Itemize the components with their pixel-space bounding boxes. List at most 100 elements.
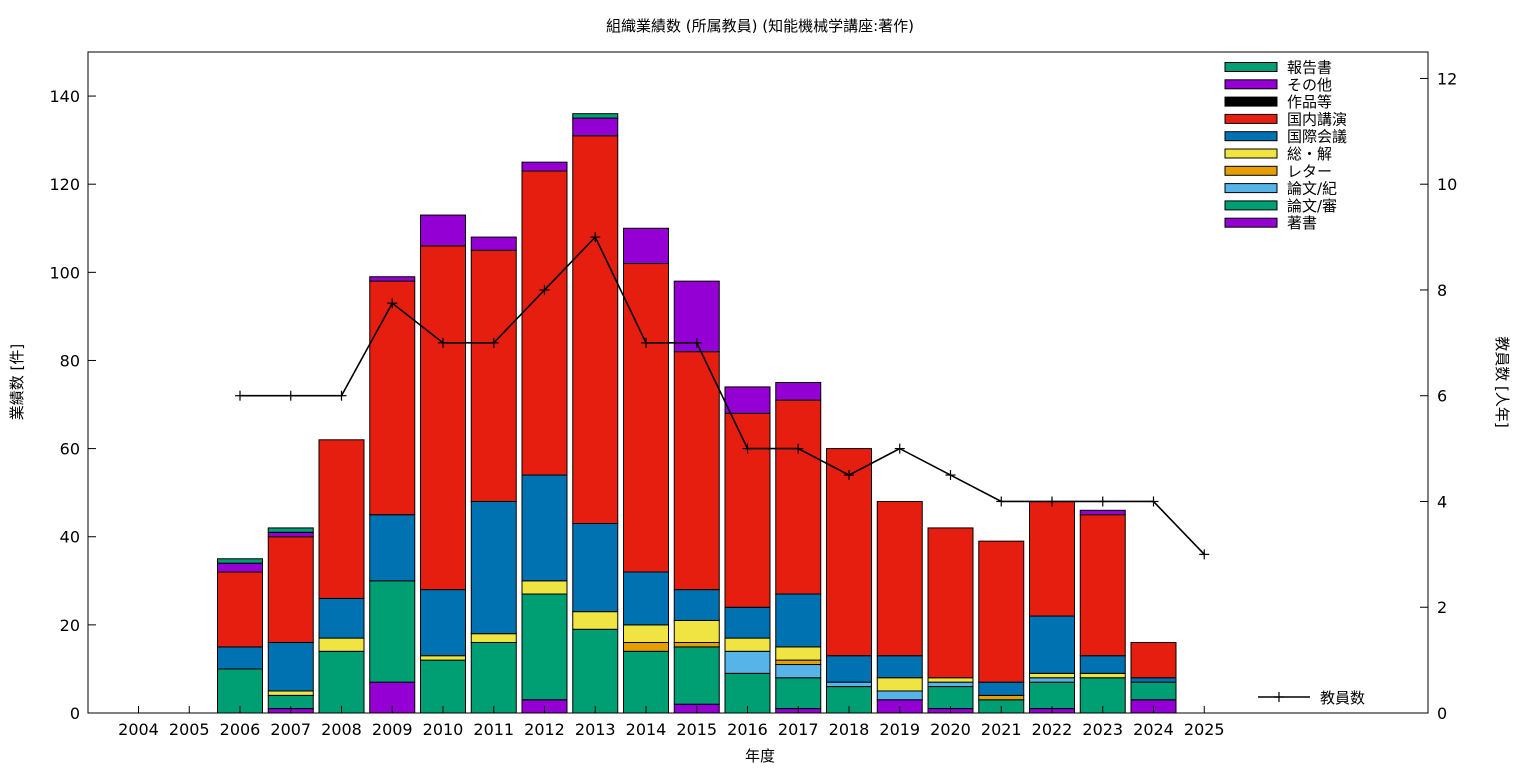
bar-2024-論文-審	[1130, 681, 1177, 701]
x-tick-label-2005: 2005	[169, 720, 210, 739]
faculty-point-2019	[894, 443, 905, 454]
y2-tick-label-10: 10	[1437, 175, 1457, 194]
bar-2006-その他	[217, 562, 263, 573]
bar-2015-国内講演	[673, 351, 720, 591]
bar-2024-国際会議	[1130, 677, 1177, 683]
bar-2023-総-解	[1079, 672, 1126, 679]
x-tick-label-2015: 2015	[676, 720, 717, 739]
legend-item-レター: レター	[1224, 162, 1332, 180]
axes-layer: 0 20 40 60 80 100 120 140 0 2 4 6 8 10 12 2004 2005 2006 2…	[49, 69, 1457, 739]
bar-2017-国内講演	[775, 399, 822, 595]
bar-2023-国際会議	[1079, 655, 1126, 674]
bar-2009-論文-審	[369, 580, 416, 683]
bar-2018-国際会議	[826, 655, 872, 683]
y-tick-label-80: 80	[60, 351, 80, 370]
faculty-point-2025	[1199, 549, 1210, 560]
legend-swatch-論文-紀	[1224, 183, 1278, 194]
x-tick-label-2010: 2010	[423, 720, 464, 739]
bar-2013-総-解	[572, 611, 619, 630]
bar-2011-国際会議	[470, 500, 517, 635]
bar-2020-論文-紀	[927, 681, 974, 688]
faculty-point-2009	[387, 298, 398, 309]
legend-label-作品等: 作品等	[1287, 93, 1332, 111]
bar-2008-総-解	[318, 637, 365, 652]
bar-2017-論文-紀	[775, 664, 822, 679]
legend-label-報告書: 報告書	[1287, 59, 1332, 77]
y-tick-label-0: 0	[70, 704, 80, 723]
faculty-point-2006	[235, 390, 245, 401]
bar-2022-国内講演	[1029, 500, 1075, 617]
bar-2023-国内講演	[1079, 514, 1126, 657]
faculty-point-2024	[1148, 496, 1159, 507]
bar-2015-総-解	[673, 619, 720, 643]
bar-2009-国内講演	[369, 280, 416, 516]
y2-tick-label-2: 2	[1437, 598, 1447, 617]
x-tick-label-2004: 2004	[118, 720, 159, 739]
bar-2016-論文-紀	[724, 650, 771, 674]
y-tick-label-20: 20	[60, 616, 80, 635]
faculty-point-2015	[691, 337, 702, 348]
legend-swatch-著書	[1224, 217, 1278, 228]
legend-item-その他: その他	[1224, 76, 1332, 94]
x-tick-label-2017: 2017	[778, 720, 819, 739]
faculty-point-2014	[641, 337, 651, 348]
bar-2019-総-解	[876, 677, 923, 692]
legend-item-報告書: 報告書	[1224, 59, 1332, 77]
bar-2010-論文-審	[420, 659, 466, 714]
x-tick-label-2021: 2021	[981, 720, 1022, 739]
bar-2006-国内講演	[217, 571, 263, 648]
bar-2010-その他	[420, 214, 466, 247]
legend-label-faculty-count: 教員数	[1320, 689, 1365, 707]
bar-2013-国内講演	[572, 135, 619, 525]
x-tick-label-2018: 2018	[829, 720, 870, 739]
bar-2012-国内講演	[521, 170, 568, 476]
bar-2018-論文-紀	[826, 681, 872, 688]
bar-2013-国際会議	[572, 523, 619, 613]
bar-2008-論文-審	[318, 650, 365, 714]
y2-tick-label-4: 4	[1437, 492, 1447, 511]
bar-2016-国内講演	[724, 412, 771, 608]
legend-swatch-その他	[1224, 79, 1278, 90]
bar-2017-国際会議	[775, 593, 822, 648]
bar-2007-その他	[267, 531, 314, 538]
legend-swatch-総-解	[1224, 148, 1278, 159]
legend-label-レター: レター	[1287, 162, 1332, 180]
y2-axis-label: 教員数 [人年]	[1493, 336, 1511, 427]
faculty-point-2022	[1047, 496, 1057, 507]
bar-2019-国際会議	[876, 655, 923, 679]
legend-label-国内講演: 国内講演	[1287, 110, 1347, 128]
bar-2010-国内講演	[420, 245, 466, 591]
legend-item-論文-審: 論文/審	[1224, 197, 1337, 215]
bar-2011-その他	[470, 236, 517, 251]
bar-2015-レター	[673, 641, 720, 648]
bar-2016-国際会議	[724, 606, 771, 639]
bar-2022-論文-審	[1029, 681, 1075, 710]
bar-2011-論文-審	[470, 641, 517, 714]
legend-swatch-国際会議	[1224, 131, 1278, 142]
legend-item-作品等: 作品等	[1224, 93, 1332, 111]
legend-item-著書: 著書	[1224, 214, 1317, 232]
bar-2007-国際会議	[267, 641, 314, 692]
x-tick-label-2013: 2013	[575, 720, 616, 739]
x-tick-label-2008: 2008	[321, 720, 362, 739]
bar-2023-その他	[1079, 509, 1126, 516]
bars-layer	[217, 113, 1177, 714]
bar-2019-国内講演	[876, 500, 923, 657]
legend-swatch-論文-審	[1224, 200, 1278, 211]
bar-2018-国内講演	[826, 448, 872, 657]
legend-item-faculty-count: 教員数	[1258, 689, 1365, 707]
x-tick-label-2007: 2007	[270, 720, 311, 739]
faculty-point-2023	[1097, 496, 1108, 507]
faculty-point-2008	[336, 390, 347, 401]
bar-2016-その他	[724, 386, 771, 414]
bar-2017-論文-審	[775, 677, 822, 710]
x-tick-label-2009: 2009	[372, 720, 413, 739]
legend-label-論文-審: 論文/審	[1287, 197, 1337, 215]
y2-tick-label-8: 8	[1437, 281, 1447, 300]
y2-tick-label-12: 12	[1437, 69, 1457, 88]
faculty-point-2010	[438, 337, 448, 348]
legend-item-論文-紀: 論文/紀	[1224, 180, 1337, 198]
